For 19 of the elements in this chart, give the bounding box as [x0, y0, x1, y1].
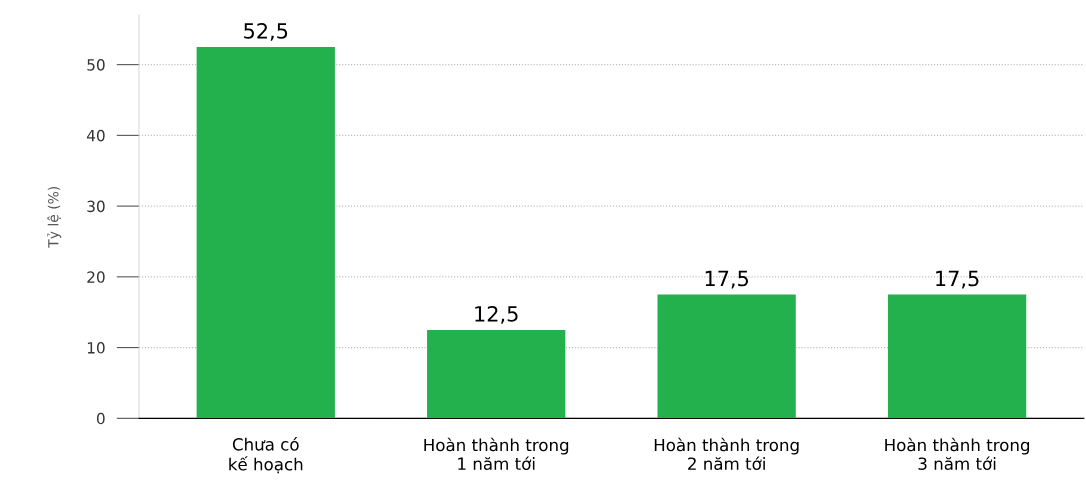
- data-label: 17,5: [705, 270, 749, 289]
- bar: [427, 329, 566, 419]
- data-label: 12,5: [475, 305, 518, 324]
- bar: [196, 46, 335, 419]
- y-tick-label: 20: [87, 271, 105, 283]
- x-tick-label: Hoàn thành trong 2 năm tới: [654, 437, 799, 470]
- y-axis-title: Tỷ lệ (%): [47, 186, 62, 248]
- y-tick-label: 30: [87, 200, 105, 213]
- data-label: 17,5: [936, 270, 979, 289]
- y-tick-label: 10: [87, 342, 105, 354]
- x-tick-label: Hoàn thành trong 1 năm tới: [424, 437, 569, 470]
- x-tick-label: Chưa có kế hoạch: [229, 437, 303, 474]
- x-tick-label: Hoàn thành trong 3 năm tới: [885, 437, 1030, 470]
- bar: [887, 294, 1027, 419]
- bar: [657, 294, 796, 419]
- y-tick-label: 0: [96, 412, 105, 425]
- data-label: 52,5: [244, 22, 288, 41]
- y-tick-label: 40: [86, 129, 105, 142]
- y-tick-label: 50: [87, 59, 105, 71]
